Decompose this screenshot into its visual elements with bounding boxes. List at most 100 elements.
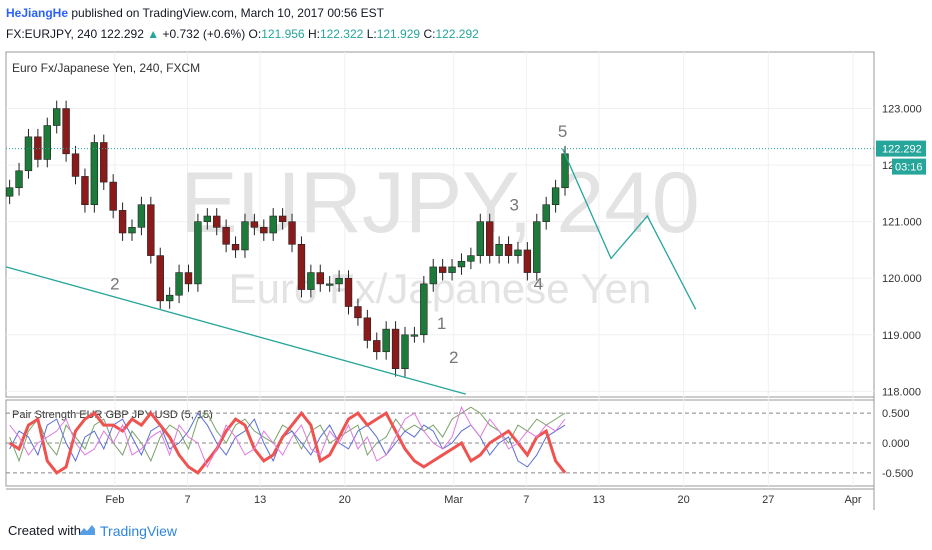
candle-body [278, 215, 287, 222]
change-value: +0.732 (+0.6%) [162, 27, 246, 41]
series-jpy [8, 410, 567, 475]
candle-body [486, 221, 494, 256]
footer: Created with TradingView [8, 520, 408, 542]
candle-body [128, 227, 136, 234]
open-label: O: [248, 27, 262, 41]
candle-body [316, 272, 324, 285]
open-value: 121.956 [261, 27, 305, 41]
wave-label: 5 [558, 122, 567, 141]
candle-body [307, 272, 315, 290]
candle-body [137, 204, 146, 228]
x-tick-label: Apr [844, 494, 861, 506]
candle-body [297, 243, 306, 290]
y-tick-label: 121.000 [882, 217, 922, 229]
indicator-title: Pair Strength EUR GBP JPY USD (5, 15) [12, 409, 213, 421]
candle-body [175, 272, 183, 296]
candle-body [373, 340, 381, 353]
candle-body [429, 266, 437, 285]
series-eur [9, 406, 566, 463]
candle-body [476, 221, 484, 256]
candle-body [504, 243, 513, 256]
x-tick-label: Feb [105, 494, 124, 506]
candle-body [420, 283, 428, 336]
candle-body [551, 187, 560, 206]
y-tick-label: 120.000 [882, 273, 922, 285]
candle-body [24, 136, 33, 172]
publish-info: published on TradingView.com, March 10, … [71, 6, 385, 20]
chart-header: HeJiangHe published on TradingView.com, … [6, 4, 926, 44]
author-link[interactable]: HeJiangHe [6, 6, 69, 20]
close-label: C: [423, 27, 436, 41]
candle-body [100, 142, 108, 183]
candle-body [147, 204, 155, 256]
candle-body [391, 328, 400, 370]
high-value: 122.322 [319, 27, 364, 41]
ohlc-line: FX:EURJPY, 240 122.292 ▲ +0.732 (+0.6%) … [6, 27, 479, 41]
candle-body [325, 283, 334, 286]
x-tick-label: 20 [677, 494, 689, 506]
wave-label: 4 [534, 275, 543, 294]
last-price-label: 122.292 [882, 144, 922, 156]
candle-body [363, 317, 372, 341]
candle-body [156, 255, 164, 302]
candle-body [250, 221, 259, 228]
wave-label: 2 [449, 348, 458, 367]
high-label: H: [307, 27, 320, 41]
wave-label: 1 [437, 314, 446, 333]
indicator-tick-label: -0.500 [882, 468, 913, 480]
candle-body [90, 142, 99, 206]
candle-body [533, 221, 541, 273]
low-value: 121.929 [376, 27, 421, 41]
countdown-label: 03:16 [895, 162, 923, 174]
x-tick-label: 13 [254, 494, 266, 506]
candle-body [438, 266, 447, 273]
candle-body [288, 221, 296, 245]
candle-body [260, 227, 268, 234]
candle-body [194, 221, 202, 285]
tradingview-brand[interactable]: TradingView [100, 523, 178, 539]
candle-body [109, 181, 117, 211]
candle-body [62, 108, 70, 155]
candle-body [43, 125, 51, 160]
candle-body [118, 210, 127, 234]
x-tick-label: 7 [523, 494, 529, 506]
x-tick-label: 20 [339, 494, 351, 506]
wave-projection [562, 148, 697, 310]
candle-body [523, 249, 532, 273]
indicator-tick-label: 0.000 [882, 438, 910, 450]
candle-body [542, 204, 550, 222]
candle-body [354, 306, 362, 319]
candle-body [81, 176, 89, 206]
candle-body [382, 328, 390, 353]
y-tick-label: 123.000 [882, 104, 922, 116]
candle-body [231, 243, 240, 251]
countdown-badge [892, 158, 926, 175]
candle-body [448, 266, 456, 273]
candle-body [71, 153, 80, 177]
x-tick-label: 7 [184, 494, 190, 506]
y-tick-label: 118.000 [882, 386, 921, 398]
candle-body [269, 215, 277, 234]
candle-body [213, 215, 221, 228]
y-tick-label: 119.000 [882, 330, 921, 342]
publish-line: HeJiangHe published on TradingView.com, … [6, 6, 384, 20]
candle-body [203, 215, 212, 222]
candle-body [495, 243, 503, 256]
candle-body [241, 221, 249, 251]
watermark-symbol: EURJPY, 240 [180, 155, 700, 251]
low-label: L: [366, 27, 377, 41]
symbol-label: FX:EURJPY, 240 [6, 27, 98, 41]
candle-body [457, 260, 466, 268]
last-price: 122.292 [100, 27, 144, 41]
candle-body [410, 334, 419, 337]
wave-label: 3 [509, 195, 518, 214]
candle-body [344, 277, 353, 307]
candle-body [401, 334, 409, 370]
candle-body [222, 227, 230, 245]
candle-body [335, 277, 343, 285]
candle-body [52, 108, 61, 126]
series-usd [9, 405, 566, 469]
x-tick-label: Mar [444, 494, 463, 506]
x-tick-label: 27 [762, 494, 774, 506]
